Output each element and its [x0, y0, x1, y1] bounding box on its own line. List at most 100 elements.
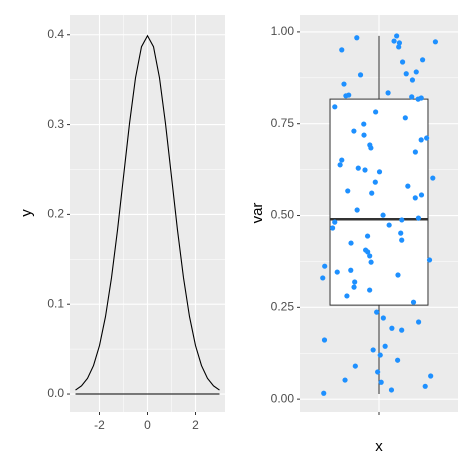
point	[343, 93, 349, 99]
x-axis-title: x	[375, 438, 383, 455]
point	[321, 390, 327, 396]
point	[339, 47, 345, 53]
point	[415, 319, 422, 325]
point	[342, 377, 348, 383]
point	[428, 373, 434, 379]
point	[422, 383, 428, 389]
point	[398, 230, 404, 236]
point	[367, 253, 373, 259]
point	[362, 167, 368, 173]
point	[352, 363, 358, 369]
point	[361, 132, 367, 138]
point	[364, 233, 371, 239]
x-tick-label: -2	[94, 418, 105, 432]
x-tick-label: 0	[144, 418, 151, 432]
y-tick-label: 0.0	[47, 386, 64, 400]
point	[424, 135, 430, 141]
y-tick-label: 0.1	[47, 296, 64, 310]
y-tick-label: 0.2	[47, 207, 64, 221]
y-tick-label: 0.00	[271, 391, 295, 405]
point	[357, 72, 364, 78]
point	[374, 309, 380, 315]
point	[380, 315, 386, 321]
box	[329, 98, 429, 306]
point	[395, 272, 401, 278]
point	[394, 33, 400, 39]
point	[344, 293, 350, 299]
point	[430, 175, 436, 181]
point	[403, 71, 409, 77]
point	[409, 77, 416, 83]
y-tick-label: 0.4	[47, 27, 64, 41]
point	[332, 219, 338, 225]
point	[355, 165, 361, 171]
point	[345, 188, 351, 194]
point	[365, 249, 371, 255]
point	[402, 115, 408, 121]
point	[412, 195, 418, 201]
point	[352, 279, 358, 285]
point	[368, 259, 374, 265]
point	[361, 121, 367, 127]
point	[396, 44, 402, 50]
point	[351, 284, 357, 290]
y-axis-title: var	[249, 203, 266, 224]
point	[368, 145, 374, 151]
point	[396, 40, 403, 46]
point	[375, 369, 381, 375]
point	[395, 357, 401, 363]
point	[330, 225, 336, 231]
point	[378, 379, 384, 385]
y-tick-label: 1.00	[271, 24, 295, 38]
point	[337, 162, 343, 168]
point	[380, 212, 386, 218]
point	[389, 325, 395, 331]
point	[385, 90, 391, 96]
point	[369, 190, 375, 196]
density-line	[75, 34, 220, 391]
point	[382, 343, 388, 349]
y-tick-label: 0.75	[271, 116, 295, 130]
point	[373, 109, 379, 115]
point	[377, 352, 383, 358]
point	[415, 96, 421, 102]
point	[399, 327, 405, 333]
point	[322, 263, 328, 269]
point	[399, 59, 406, 65]
point	[419, 57, 426, 63]
y-tick-label: 0.50	[271, 208, 295, 222]
point	[432, 39, 439, 45]
y-axis-title: y	[18, 209, 35, 217]
point	[388, 387, 395, 393]
point	[405, 183, 411, 189]
point	[370, 347, 376, 353]
point	[372, 179, 378, 185]
point	[399, 217, 405, 223]
point	[354, 35, 360, 41]
point	[410, 299, 417, 305]
point	[413, 69, 419, 75]
point	[341, 81, 347, 87]
x-tick-label: 2	[192, 418, 199, 432]
point	[386, 222, 392, 228]
point	[376, 169, 383, 175]
point	[426, 257, 433, 263]
point	[418, 137, 424, 143]
point	[409, 94, 415, 100]
point	[339, 157, 345, 163]
point	[320, 275, 326, 281]
point	[399, 237, 405, 243]
point	[412, 149, 418, 155]
point	[354, 207, 360, 213]
point	[391, 38, 397, 44]
point	[367, 287, 373, 293]
y-tick-label: 0.25	[271, 300, 295, 314]
point	[334, 269, 340, 275]
point	[321, 337, 328, 343]
point	[351, 128, 357, 134]
point	[418, 192, 425, 198]
y-tick-label: 0.3	[47, 117, 64, 131]
point	[348, 240, 354, 246]
point	[348, 267, 354, 273]
